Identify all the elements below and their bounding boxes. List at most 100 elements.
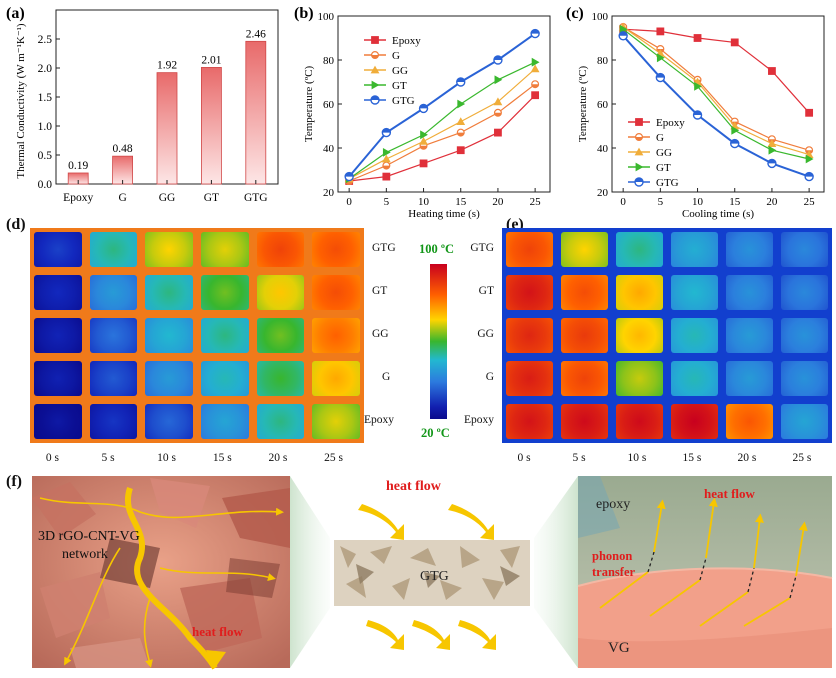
thermal-sample — [781, 404, 828, 439]
x-tick-label: GG — [159, 192, 176, 204]
thermal-sample — [726, 318, 773, 353]
x-tick-label: GT — [204, 192, 219, 204]
data-point — [656, 27, 665, 36]
data-point — [692, 110, 703, 120]
data-point — [371, 80, 380, 90]
bar-gtg — [245, 40, 267, 185]
panel-d-label: (d) — [6, 216, 26, 233]
thermal-sample — [616, 275, 663, 310]
zoom-fan-right — [534, 476, 578, 668]
y-tick-label: 1.5 — [38, 92, 53, 104]
thermal-sample — [201, 318, 249, 353]
thermal-sample — [201, 232, 249, 267]
heating-curve-chart: (b) 20 40 60 80 100 0 5 10 15 20 25 Heating time (s)… — [294, 5, 551, 220]
x-tick-label: 10 — [692, 196, 704, 208]
legend-label: G — [392, 50, 400, 62]
x-tick-label: 20 — [766, 196, 778, 208]
bar-g — [112, 155, 133, 185]
thermal-sample — [726, 275, 773, 310]
legend-label: GT — [656, 162, 671, 174]
zoom-fan-left — [290, 476, 330, 668]
thermal-sample — [89, 275, 138, 310]
colorbar-max-label: 100 ºC — [419, 242, 455, 256]
x-tick-label: 10 — [418, 196, 430, 208]
bar-gg — [156, 72, 178, 185]
time-label: 10 s — [157, 452, 177, 464]
bar-gt — [200, 67, 222, 185]
y-axis-label: Temperature (ºC) — [577, 66, 589, 143]
data-point — [693, 34, 702, 42]
data-point — [530, 28, 540, 39]
y-axis-label: Temperature (ºC) — [303, 66, 315, 143]
row-label-right: GG — [477, 327, 494, 340]
data-point — [456, 117, 466, 125]
thermal-sample — [145, 318, 193, 353]
y-tick-label: 40 — [323, 143, 335, 155]
thermal-sample — [726, 404, 773, 439]
data-point — [804, 171, 814, 182]
thermal-sample — [145, 361, 193, 396]
data-point — [493, 97, 503, 106]
thermal-sample — [616, 404, 663, 439]
thermal-sample — [781, 361, 828, 396]
bar-value-label: 1.92 — [157, 60, 177, 72]
thermal-sample — [671, 404, 718, 439]
thermal-sample — [34, 275, 82, 310]
thermal-sample — [89, 404, 138, 439]
data-point — [618, 31, 628, 41]
data-point — [419, 137, 428, 145]
time-label: 25 s — [324, 452, 344, 464]
thermal-sample — [201, 404, 249, 439]
thermal-sample — [312, 232, 360, 267]
legend-label: GG — [392, 65, 408, 77]
data-point — [530, 64, 540, 73]
data-point — [634, 133, 643, 142]
time-label: 20 s — [737, 452, 757, 464]
time-label: 20 s — [268, 452, 288, 464]
thermal-sample — [561, 275, 608, 310]
temperature-colorbar — [430, 264, 447, 419]
series-line-g — [348, 83, 536, 182]
thermal-sample — [671, 232, 718, 267]
y-axis-label: Thermal Conductivity (W m⁻¹K⁻¹) — [15, 23, 27, 179]
x-tick-label: 20 — [492, 196, 504, 208]
row-label-right: GT — [478, 284, 494, 297]
data-point — [381, 154, 391, 163]
gtg-label: GTG — [420, 569, 449, 584]
time-label: 15 s — [212, 452, 232, 464]
plot-frame — [611, 15, 825, 193]
thermal-sample — [561, 232, 608, 267]
row-label: G — [382, 370, 391, 383]
time-label: 15 s — [682, 452, 702, 464]
data-point — [531, 80, 540, 89]
legend-label: G — [656, 132, 664, 144]
thermal-sample — [34, 318, 82, 353]
epoxy-label: epoxy — [596, 497, 630, 512]
bar-value-label: 0.19 — [68, 160, 88, 172]
thermal-sample — [312, 318, 360, 353]
thermal-sample — [312, 361, 360, 396]
data-point — [531, 91, 540, 100]
thermal-sample — [89, 318, 138, 353]
y-tick-label: 60 — [597, 99, 609, 111]
x-tick-label: 25 — [530, 196, 542, 208]
data-point — [656, 53, 665, 63]
time-label: 0 s — [45, 452, 59, 464]
time-label: 25 s — [792, 452, 812, 464]
data-point — [418, 103, 429, 114]
data-point — [382, 172, 391, 181]
data-point — [457, 99, 466, 109]
bar-value-label: 2.01 — [201, 54, 221, 66]
y-tick-label: 1.0 — [38, 121, 53, 133]
thermal-conductivity-chart: (a) 0.0 0.5 1.0 1.5 2.0 2.5 0.19 Epoxy 0.48 G 1.92 G… — [6, 5, 279, 204]
series-line-gt — [348, 61, 536, 180]
thermal-sample — [561, 404, 608, 439]
thermal-sample — [616, 361, 663, 396]
data-point — [767, 158, 777, 169]
thermal-sample — [312, 275, 360, 310]
thermal-sample — [145, 232, 193, 267]
plot-frame — [337, 15, 551, 193]
thermal-sample — [561, 318, 608, 353]
time-label: 5 s — [101, 452, 115, 464]
heat-flow-label-top: heat flow — [386, 479, 442, 494]
